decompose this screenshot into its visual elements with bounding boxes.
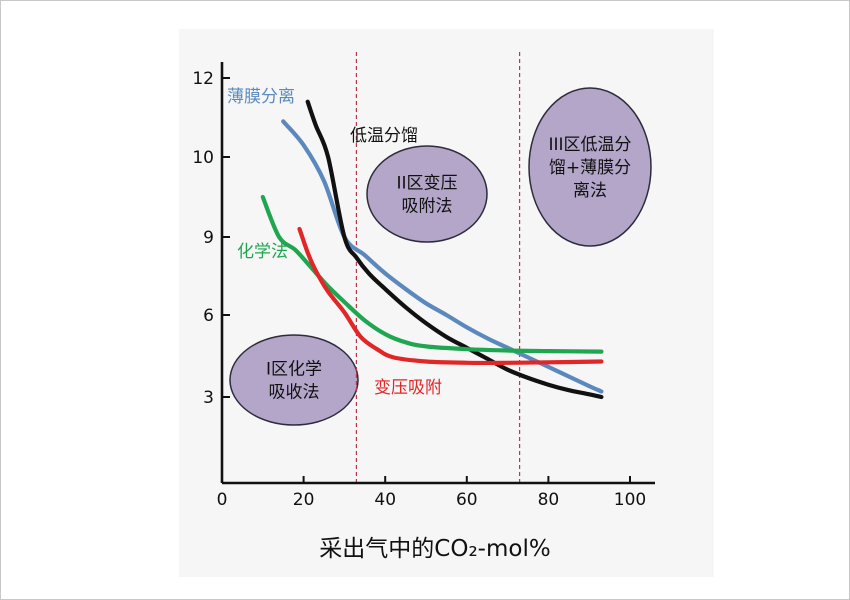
y-tick-label-3: 3	[203, 388, 214, 408]
x-tick-label-80: 80	[538, 490, 560, 510]
series-label-membrane: 薄膜分离	[227, 87, 295, 107]
divider-lines	[355, 52, 521, 483]
y-tick-label-12: 12	[192, 69, 214, 89]
zone-text-2-2: 吸附法	[402, 197, 453, 217]
series-line-cryogenic	[305, 99, 604, 400]
ticks-layer: 0 20 40 60 80 100 3 6 9 10 12	[192, 69, 646, 510]
zone-ellipse-3	[528, 87, 652, 247]
series-label-chemical: 化学法	[237, 242, 288, 262]
zone-text-3-3: 离法	[573, 181, 607, 201]
series-line-chemical	[260, 194, 604, 354]
zone-text-3-1: III区低温分	[548, 135, 631, 155]
series-label-cryogenic: 低温分馏	[350, 126, 418, 146]
series-line-membrane	[281, 119, 604, 394]
zone-ellipse-1	[229, 334, 359, 426]
x-tick-label-60: 60	[456, 490, 478, 510]
y-tick-label-10: 10	[192, 148, 214, 168]
axes-layer	[220, 62, 655, 485]
zone-ellipse-2	[366, 145, 488, 243]
x-tick-label-20: 20	[293, 490, 315, 510]
series-label-psa: 变压吸附	[374, 378, 442, 398]
zone-text-3-2: 馏+薄膜分	[549, 158, 631, 178]
x-axis-label: 采出气中的CO₂-mol%	[319, 536, 550, 562]
curves-layer	[260, 99, 604, 400]
x-tick-label-0: 0	[217, 490, 228, 510]
y-tick-label-9: 9	[203, 228, 214, 248]
series-line-psa	[297, 226, 604, 366]
y-tick-label-6: 6	[203, 306, 214, 326]
x-tick-label-40: 40	[374, 490, 396, 510]
zone-text-1-2: 吸收法	[269, 383, 320, 403]
zone-text-2-1: II区变压	[396, 174, 457, 194]
x-tick-label-100: 100	[614, 490, 646, 510]
labels-layer: 薄膜分离 低温分馏 化学法 变压吸附 采出气中的CO₂-mol%	[227, 87, 551, 562]
zone-text-1-1: I区化学	[266, 360, 322, 380]
